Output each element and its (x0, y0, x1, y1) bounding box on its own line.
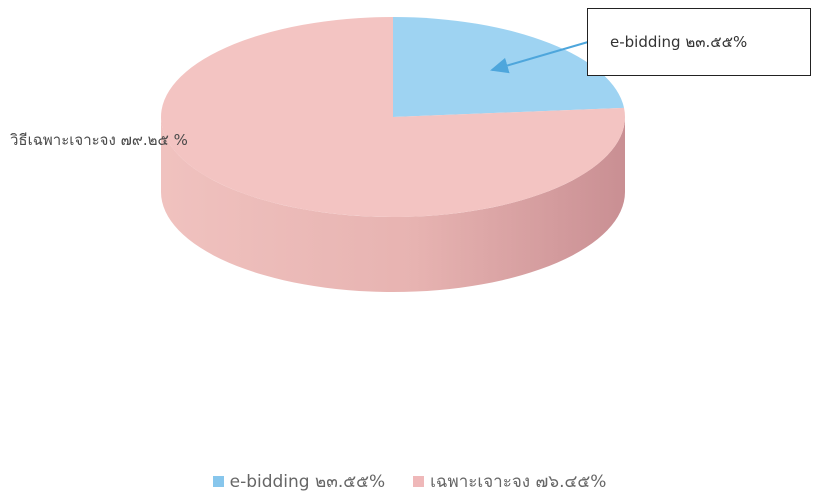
pie-side-specific (161, 117, 625, 292)
slice-side-label: วิธีเฉพาะเจาะจง ๗๙.๒๕ % (10, 131, 188, 149)
legend-swatch-specific (413, 476, 425, 487)
legend-swatch-e-bidding (212, 476, 224, 487)
pie-side-walls (161, 117, 625, 292)
pie-slice-specific (161, 17, 626, 218)
legend-item-e-bidding: e-bidding ๒๓.๕๕% (212, 468, 386, 495)
callout-label: e-bidding ๒๓.๕๕% (610, 33, 748, 51)
pie-top-slices (161, 17, 626, 218)
callout-box: e-bidding ๒๓.๕๕% (587, 8, 811, 76)
legend-label-specific: เฉพาะเจาะจง ๗๖.๔๕% (430, 472, 607, 492)
callout-arrow (490, 41, 589, 74)
legend: e-bidding ๒๓.๕๕% เฉพาะเจาะจง ๗๖.๔๕% (0, 468, 819, 495)
legend-item-specific: เฉพาะเจาะจง ๗๖.๔๕% (413, 468, 606, 495)
legend-label-e-bidding: e-bidding ๒๓.๕๕% (229, 472, 386, 492)
